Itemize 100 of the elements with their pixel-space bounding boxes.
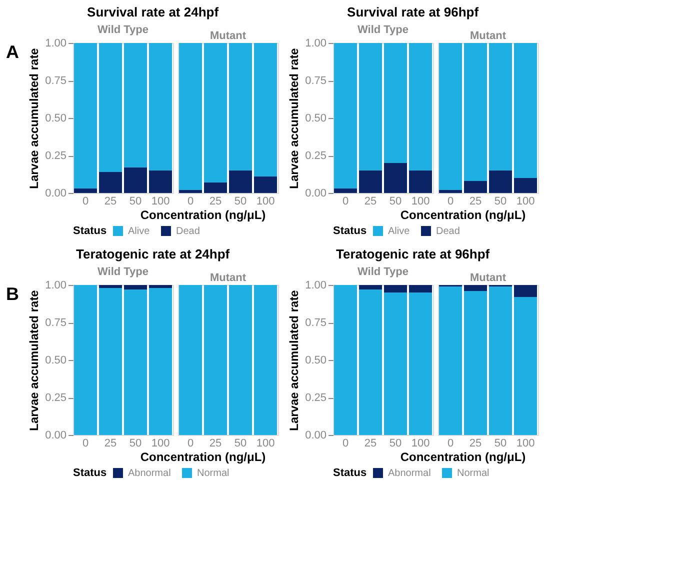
y-tick-label: 0.75 (45, 75, 66, 87)
legend-title: Status (333, 467, 367, 479)
bar (464, 291, 487, 435)
y-axis-title: Larvae accumulated rate (287, 290, 302, 431)
x-tick-label: 0 (447, 196, 454, 208)
x-tick-label: 50 (129, 196, 142, 208)
y-tick-label: 1.00 (305, 280, 326, 292)
x-tick-label: 100 (411, 196, 430, 208)
x-tick-label: 100 (411, 438, 430, 450)
x-tick-label: 25 (209, 196, 222, 208)
legend-label: Normal (457, 468, 490, 479)
bar (464, 285, 487, 291)
bar (514, 297, 537, 435)
bar (254, 43, 277, 176)
bar (179, 43, 202, 190)
legend-label: Dead (176, 226, 200, 237)
x-axis-title: Concentration (ng/μL) (140, 208, 266, 222)
y-tick-label: 0.25 (45, 150, 66, 162)
legend-label: Alive (128, 226, 150, 237)
x-tick-label: 50 (389, 196, 402, 208)
x-tick-label: 100 (256, 196, 275, 208)
bar (254, 176, 277, 193)
bar (409, 43, 432, 170)
bar (489, 286, 512, 435)
chart-title: Survival rate at 96hpf (347, 4, 480, 20)
bar (439, 190, 462, 193)
chart-title: Teratogenic rate at 24hpf (76, 246, 230, 262)
x-tick-label: 100 (256, 438, 275, 450)
bar (334, 43, 357, 188)
x-tick-label: 50 (389, 438, 402, 450)
y-tick-label: 0.00 (305, 188, 326, 200)
bar (149, 170, 172, 193)
bar (384, 43, 407, 163)
y-tick-label: 0.25 (45, 392, 66, 404)
y-tick-label: 1.00 (45, 38, 66, 50)
bar (489, 43, 512, 170)
bar (204, 182, 227, 193)
bar (179, 190, 202, 193)
bar (229, 170, 252, 193)
x-tick-label: 100 (151, 196, 170, 208)
x-tick-label: 0 (342, 196, 349, 208)
chart-subtitle: Wild Type (357, 24, 409, 36)
bar (409, 292, 432, 435)
y-tick-label: 0.75 (305, 317, 326, 329)
bar (359, 43, 382, 170)
y-tick-label: 0.25 (305, 392, 326, 404)
y-tick-label: 0.75 (305, 75, 326, 87)
x-tick-label: 50 (494, 196, 507, 208)
x-axis-title: Concentration (ng/μL) (400, 450, 526, 464)
chart-subtitle: Mutant (210, 30, 246, 42)
chart-title: Survival rate at 24hpf (87, 4, 220, 20)
x-tick-label: 100 (516, 438, 535, 450)
legend-title: Status (73, 225, 107, 237)
x-tick-label: 25 (469, 196, 482, 208)
x-tick-label: 50 (129, 438, 142, 450)
x-tick-label: 100 (516, 196, 535, 208)
bar (439, 286, 462, 435)
chart-subtitle: Wild Type (97, 24, 149, 36)
x-axis-title: Concentration (ng/μL) (140, 450, 266, 464)
x-tick-label: 25 (104, 196, 117, 208)
chart-subtitle: Mutant (470, 272, 506, 284)
y-tick-label: 1.00 (45, 280, 66, 292)
x-axis-title: Concentration (ng/μL) (400, 208, 526, 222)
bar (99, 43, 122, 172)
y-tick-label: 0.50 (45, 354, 66, 366)
y-tick-label: 0.25 (305, 150, 326, 162)
bar (334, 285, 357, 435)
x-tick-label: 50 (234, 196, 247, 208)
bar (149, 43, 172, 170)
x-tick-label: 25 (209, 438, 222, 450)
bar (464, 43, 487, 181)
x-tick-label: 0 (187, 196, 194, 208)
bar (384, 292, 407, 435)
text: A (6, 42, 19, 62)
x-tick-label: 0 (187, 438, 194, 450)
chart-subtitle: Wild Type (357, 266, 409, 278)
y-tick-label: 0.00 (45, 188, 66, 200)
y-tick-label: 0.50 (305, 354, 326, 366)
x-tick-label: 0 (82, 196, 89, 208)
bar (514, 43, 537, 178)
y-tick-label: 0.50 (305, 112, 326, 124)
bar (99, 172, 122, 193)
legend-label: Alive (388, 226, 410, 237)
bar (74, 43, 97, 188)
bar (409, 285, 432, 292)
bar (229, 43, 252, 170)
bar (514, 285, 537, 297)
y-axis-title: Larvae accumulated rate (27, 48, 42, 189)
y-tick-label: 0.50 (45, 112, 66, 124)
x-tick-label: 25 (469, 438, 482, 450)
legend-label: Abnormal (128, 468, 171, 479)
x-tick-label: 100 (151, 438, 170, 450)
chart-subtitle: Mutant (470, 30, 506, 42)
bar (359, 290, 382, 435)
bar (384, 163, 407, 193)
bar (359, 170, 382, 193)
y-tick-label: 0.00 (45, 430, 66, 442)
bar (124, 43, 147, 168)
bar (489, 170, 512, 193)
x-tick-label: 0 (82, 438, 89, 450)
